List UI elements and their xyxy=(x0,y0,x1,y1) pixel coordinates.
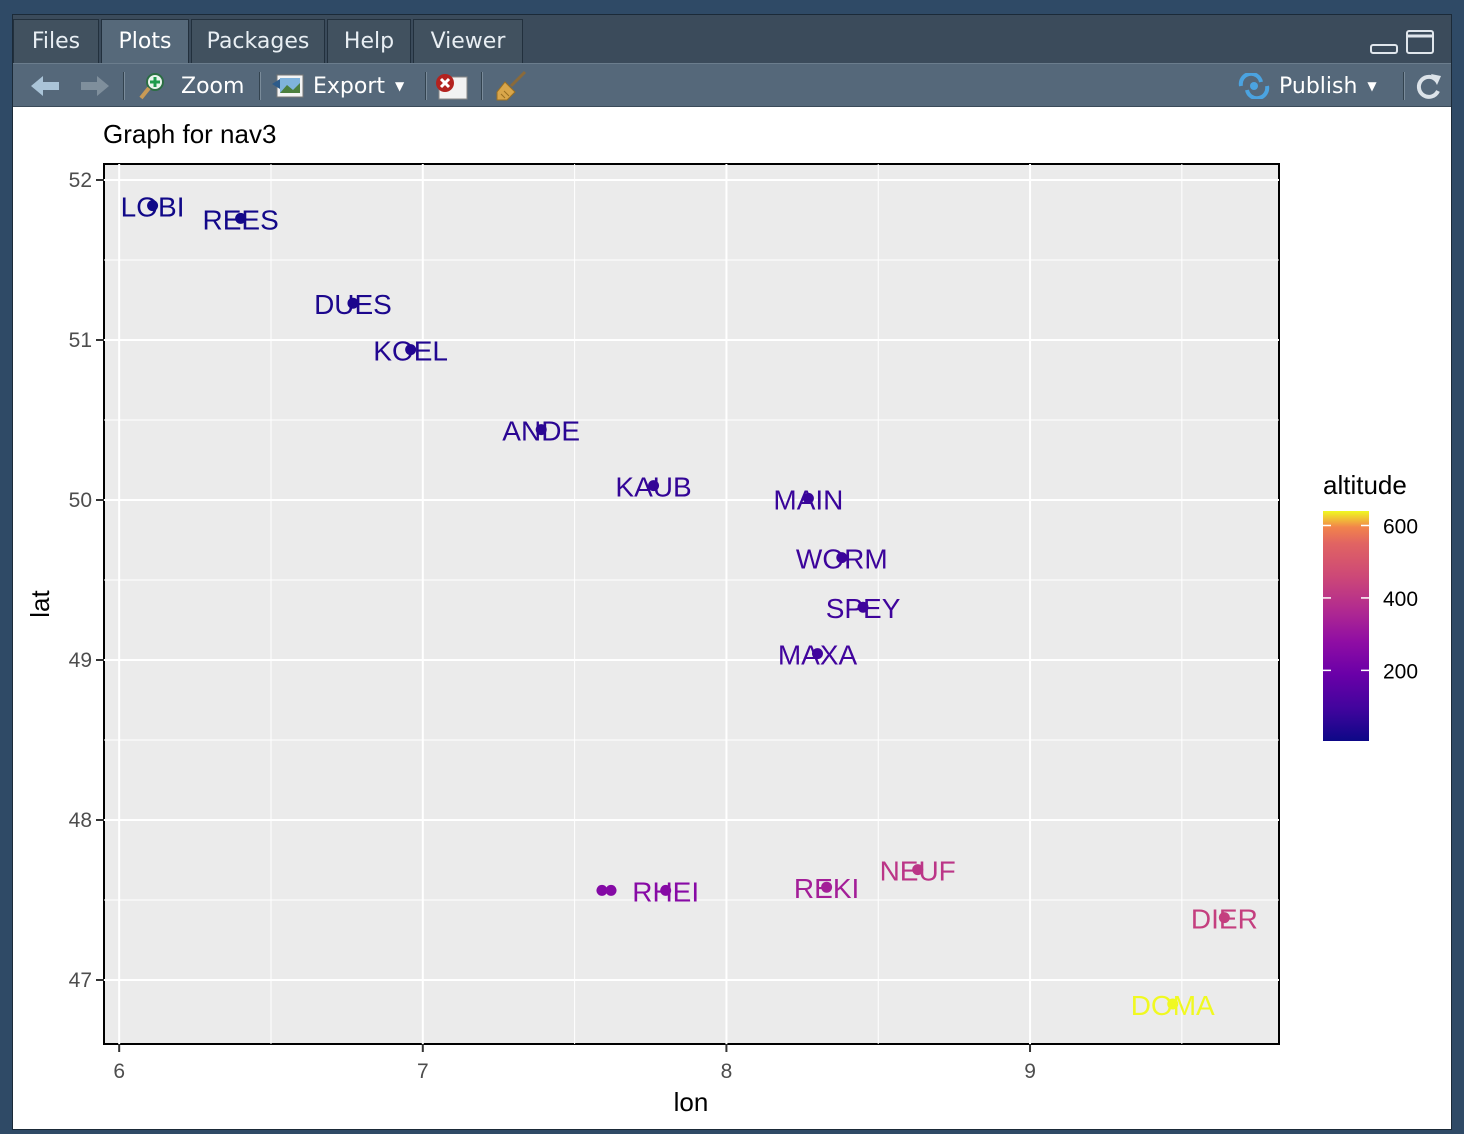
publish-label: Publish xyxy=(1279,73,1358,99)
export-label: Export xyxy=(313,73,386,99)
data-point xyxy=(405,344,417,356)
data-point xyxy=(836,552,848,564)
maximize-pane-icon[interactable] xyxy=(1405,29,1435,57)
export-image-icon xyxy=(272,74,304,98)
data-point xyxy=(812,648,824,660)
chart-title: Graph for nav3 xyxy=(103,119,276,149)
data-point xyxy=(535,424,547,436)
point-label: KOEL xyxy=(373,336,448,367)
export-button[interactable]: Export ▼ xyxy=(271,64,404,108)
point-label: DOMA xyxy=(1131,990,1215,1021)
data-point xyxy=(821,881,833,893)
data-point xyxy=(235,212,247,224)
data-point xyxy=(1218,912,1230,924)
toolbar-separator xyxy=(481,72,483,100)
point-label: LOBI xyxy=(121,192,185,223)
toolbar-separator xyxy=(259,72,261,100)
y-tick-label: 49 xyxy=(69,649,92,672)
refresh-icon[interactable] xyxy=(1413,72,1443,100)
data-point xyxy=(857,601,869,613)
plots-toolbar: Zoom Export ▼ xyxy=(13,63,1451,107)
data-point xyxy=(147,200,159,212)
legend-title: altitude xyxy=(1323,470,1407,500)
zoom-label: Zoom xyxy=(181,73,245,99)
back-arrow-icon[interactable] xyxy=(29,74,61,98)
point-label: MAXA xyxy=(778,640,858,671)
data-point xyxy=(596,884,608,896)
data-points: LOBI REES DUES KOEL ANDE KAUB MAIN WORM SPEY MAXA… xyxy=(121,192,1258,1021)
chevron-down-icon: ▼ xyxy=(1367,79,1377,93)
plots-pane: Files Plots Packages Help Viewer Zoo xyxy=(12,14,1452,1130)
legend-colorbar xyxy=(1323,511,1369,741)
publish-button[interactable]: Publish ▼ xyxy=(1237,64,1377,108)
grid-lines xyxy=(104,164,1279,1044)
y-tick-label: 48 xyxy=(69,809,92,832)
axes: 6 7 8 9 47 48 49 50 51 52 xyxy=(69,169,1036,1083)
remove-plot-icon[interactable] xyxy=(433,72,469,100)
x-tick-label: 8 xyxy=(721,1060,733,1083)
point-label: DIER xyxy=(1191,904,1258,935)
chevron-down-icon: ▼ xyxy=(395,79,405,93)
point-label: REES xyxy=(203,204,279,235)
y-axis-label: lat xyxy=(25,589,55,617)
point-label: KAUB xyxy=(615,472,691,503)
data-point xyxy=(1167,998,1179,1010)
tab-viewer[interactable]: Viewer xyxy=(413,19,523,63)
tab-help[interactable]: Help xyxy=(327,19,411,63)
minimize-pane-icon[interactable] xyxy=(1369,33,1399,57)
y-tick-label: 51 xyxy=(69,329,92,352)
point-label: RHEI xyxy=(632,876,699,907)
y-tick-label: 50 xyxy=(69,489,92,512)
data-point xyxy=(660,884,672,896)
legend-ticks: 200 400 600 xyxy=(1323,515,1418,683)
tab-packages[interactable]: Packages xyxy=(191,19,325,63)
y-tick-label: 47 xyxy=(69,969,92,992)
data-point xyxy=(912,864,924,876)
point-label: NEUF xyxy=(880,856,956,887)
point-label: WORM xyxy=(796,544,888,575)
point-label: REKI xyxy=(794,873,859,904)
legend-tick-label: 600 xyxy=(1383,515,1418,538)
tab-files[interactable]: Files xyxy=(13,19,99,63)
point-label: DUES xyxy=(314,289,392,320)
panel-background xyxy=(103,163,1280,1045)
x-axis-label: lon xyxy=(674,1087,709,1117)
x-tick-label: 7 xyxy=(417,1060,429,1083)
x-tick-label: 9 xyxy=(1024,1060,1036,1083)
broom-clear-all-icon[interactable] xyxy=(495,70,529,102)
pane-tab-bar: Files Plots Packages Help Viewer xyxy=(13,15,1451,63)
toolbar-separator xyxy=(1403,72,1405,100)
point-label: SPEY xyxy=(826,593,901,624)
toolbar-separator xyxy=(123,72,125,100)
data-point xyxy=(648,480,660,492)
publish-icon xyxy=(1238,73,1270,99)
legend-tick-label: 200 xyxy=(1383,660,1418,683)
plot-area: Graph for nav3 6 7 8 9 47 48 49 50 51 52 LOBI REES… xyxy=(25,119,1418,1117)
x-tick-label: 6 xyxy=(113,1060,125,1083)
y-tick-label: 52 xyxy=(69,169,92,192)
zoom-button[interactable]: Zoom xyxy=(137,64,244,108)
data-point xyxy=(802,492,814,504)
tab-plots[interactable]: Plots xyxy=(101,19,189,63)
toolbar-separator xyxy=(425,72,427,100)
zoom-icon xyxy=(139,73,164,100)
data-point xyxy=(605,884,617,896)
point-label: MAIN xyxy=(773,484,843,515)
legend-tick-label: 400 xyxy=(1383,588,1418,611)
point-label: ANDE xyxy=(502,416,580,447)
forward-arrow-icon[interactable] xyxy=(79,74,111,98)
data-point xyxy=(347,297,359,309)
